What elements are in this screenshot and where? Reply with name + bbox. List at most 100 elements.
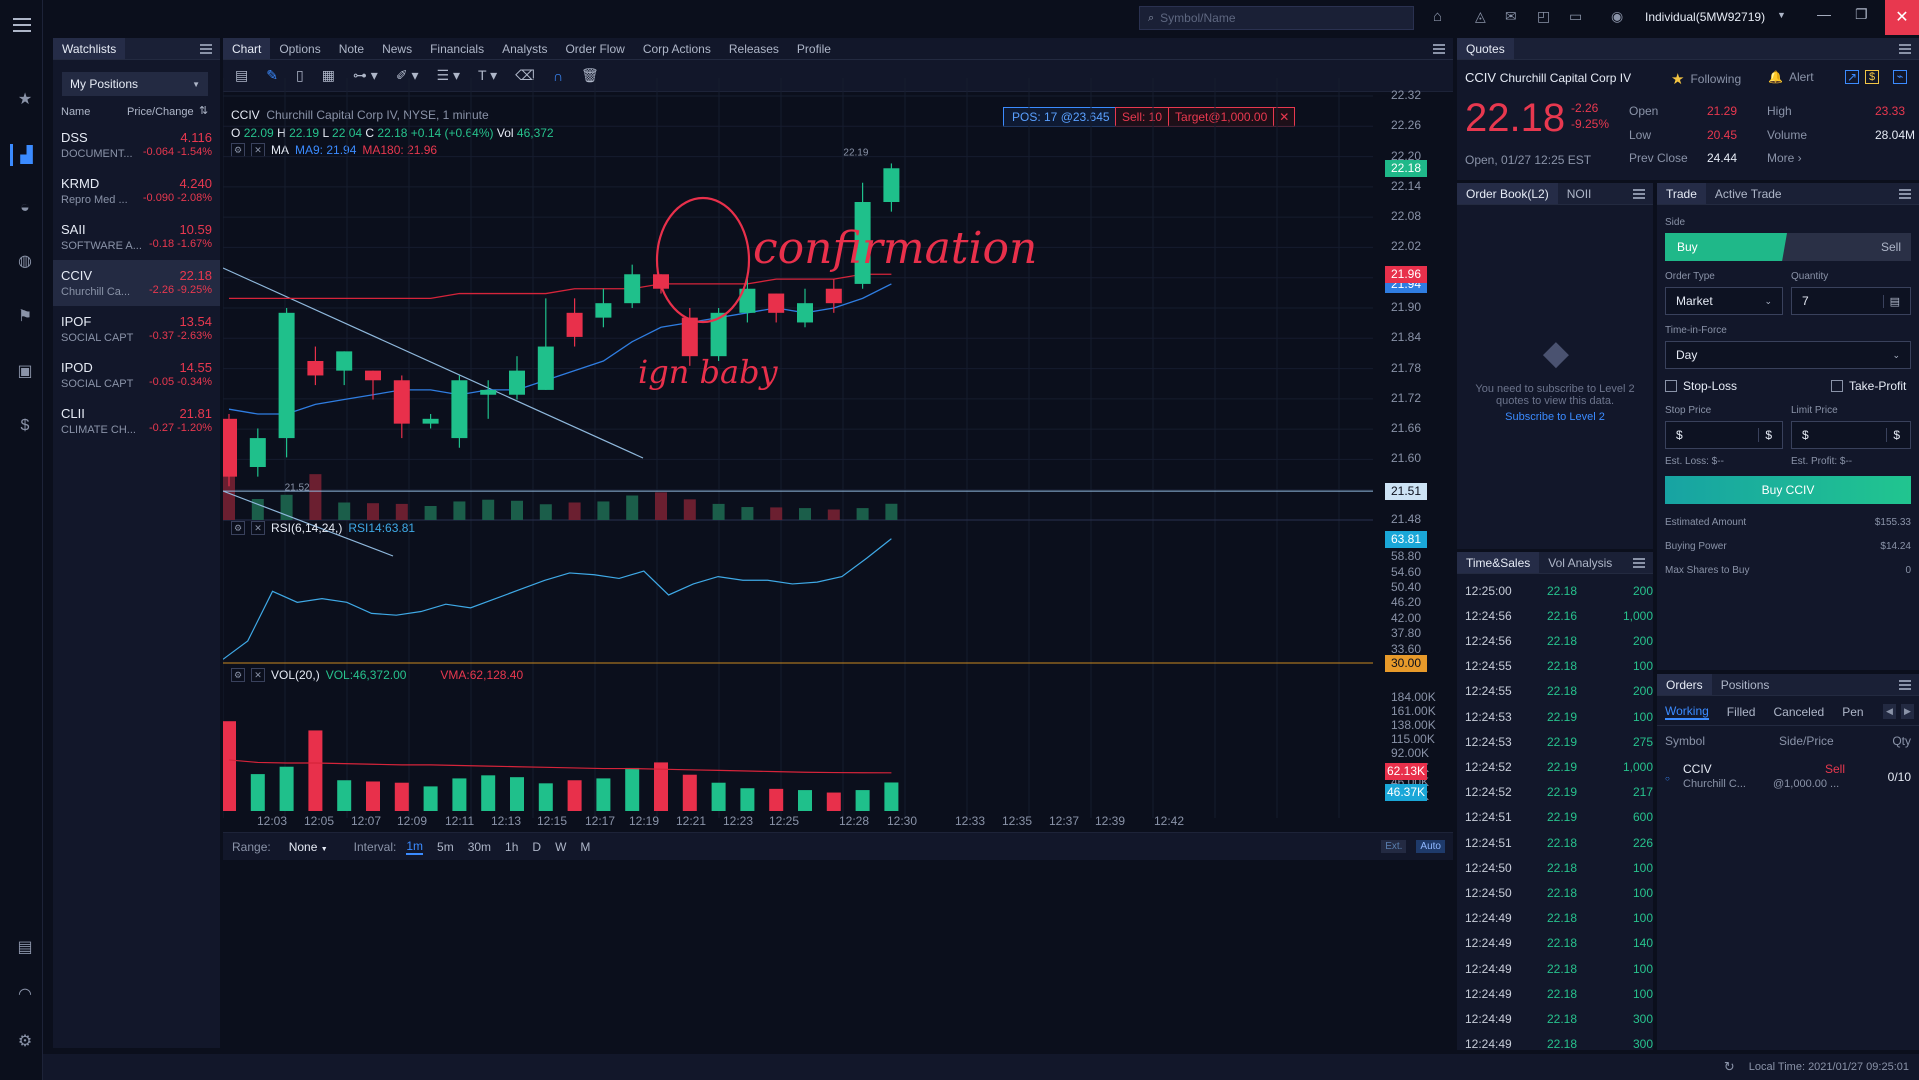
- tab-corp-actions[interactable]: Corp Actions: [642, 41, 711, 56]
- eraser-icon[interactable]: ⌫: [515, 67, 535, 83]
- subscribe-l2-link[interactable]: Subscribe to Level 2: [1505, 411, 1605, 423]
- orders-subtab-pen[interactable]: Pen: [1842, 705, 1864, 719]
- orders-subtab-canceled[interactable]: Canceled: [1773, 705, 1825, 719]
- interval-W[interactable]: W: [555, 839, 567, 854]
- col-price-change[interactable]: Price/Change: [127, 106, 194, 118]
- trade-tab[interactable]: Trade: [1657, 183, 1706, 204]
- tab-chart[interactable]: Chart: [223, 38, 271, 59]
- card-icon[interactable]: ▭: [1569, 8, 1583, 24]
- alert-button[interactable]: 🔔 Alert: [1768, 70, 1814, 84]
- trade-icon[interactable]: ↗: [1845, 70, 1859, 84]
- col-name[interactable]: Name: [61, 106, 91, 118]
- settings-gear-icon[interactable]: ⚙: [17, 1033, 33, 1050]
- trade-menu-icon[interactable]: [1899, 189, 1911, 199]
- ext-hours-button[interactable]: Ext.: [1381, 840, 1407, 853]
- active-trade-tab[interactable]: Active Trade: [1714, 186, 1782, 201]
- interval-5m[interactable]: 5m: [437, 839, 454, 854]
- rsi-remove-icon[interactable]: ✕: [251, 521, 265, 535]
- orders-menu-icon[interactable]: [1899, 680, 1911, 690]
- paper-trading-icon[interactable]: ⚑: [17, 308, 33, 325]
- magnet-icon[interactable]: ∩: [552, 67, 564, 84]
- wallet-icon[interactable]: ▣: [17, 363, 33, 380]
- tab-analysts[interactable]: Analysts: [502, 41, 548, 56]
- order-row[interactable]: ○ CCIV Churchill C... Sell @1,000.00 ...…: [1657, 760, 1919, 800]
- noii-tab[interactable]: NOII: [1566, 186, 1592, 201]
- watchlist-menu-icon[interactable]: [200, 44, 212, 54]
- dollar-badge-icon[interactable]: $: [1865, 70, 1879, 84]
- orders-subtab-filled[interactable]: Filled: [1726, 705, 1756, 719]
- orders-tab[interactable]: Orders: [1657, 674, 1712, 695]
- more-link[interactable]: More ›: [1767, 151, 1802, 165]
- learn-book-icon[interactable]: ▤: [17, 939, 33, 956]
- quotes-tab[interactable]: Quotes: [1457, 38, 1514, 59]
- watchlist-item[interactable]: IPOF SOCIAL CAPT 13.54 -0.37 -2.63%: [53, 306, 220, 352]
- tif-select[interactable]: Day ⌄: [1665, 341, 1911, 369]
- chart-menu-icon[interactable]: [1433, 44, 1445, 54]
- vol-settings-icon[interactable]: ⚙: [231, 668, 245, 682]
- prev-tab-icon[interactable]: ◀: [1883, 704, 1896, 719]
- buy-side-button[interactable]: Buy: [1665, 233, 1787, 261]
- text-tool-icon[interactable]: T ▾: [477, 67, 498, 83]
- watchlist-star-icon[interactable]: ★: [17, 91, 33, 108]
- fib-lines-icon[interactable]: ☰ ▾: [436, 67, 460, 83]
- interval-1h[interactable]: 1h: [505, 839, 519, 854]
- chevron-down-icon[interactable]: ▼: [1777, 10, 1786, 20]
- takeprofit-checkbox[interactable]: Take-Profit: [1831, 379, 1906, 393]
- layout-grid-icon[interactable]: ▦: [321, 67, 335, 83]
- vol-remove-icon[interactable]: ✕: [251, 668, 265, 682]
- time-axis[interactable]: 12:03 12:05 12:07 12:09 12:11 12:13 12:15 12:17…: [223, 814, 1383, 832]
- stop-price-input[interactable]: $ $: [1665, 421, 1783, 449]
- candlestick-chart[interactable]: 22.19 21.52 confirmation ign baby: [223, 78, 1373, 878]
- side-toggle[interactable]: Buy Sell: [1665, 233, 1911, 261]
- tab-options[interactable]: Options: [279, 41, 321, 56]
- sort-icon[interactable]: ⇅: [199, 105, 209, 117]
- account-dollar-icon[interactable]: $: [20, 417, 30, 434]
- draw-pencil-icon[interactable]: ✎: [266, 67, 278, 83]
- interval-D[interactable]: D: [532, 839, 542, 854]
- orderbook-tab[interactable]: Order Book(L2): [1457, 183, 1558, 204]
- positions-tab[interactable]: Positions: [1720, 677, 1770, 692]
- notification-bell-icon[interactable]: ◬: [1475, 8, 1486, 24]
- range-selector[interactable]: None ▼: [289, 840, 328, 854]
- sell-side-button[interactable]: Sell: [1880, 240, 1901, 254]
- chart-icon[interactable]: ▟: [10, 144, 40, 166]
- minimize-icon[interactable]: —: [1817, 6, 1831, 22]
- interval-30m[interactable]: 30m: [467, 839, 492, 854]
- watchlist-item[interactable]: CCIV Churchill Ca... 22.18 -2.26 -9.25%: [53, 260, 220, 306]
- calculator-icon[interactable]: ▤: [1882, 294, 1900, 308]
- tab-profile[interactable]: Profile: [796, 41, 831, 56]
- watchlist-item[interactable]: SAII SOFTWARE A... 10.59 -0.18 -1.67%: [53, 214, 220, 260]
- book-icon[interactable]: ▯: [295, 67, 304, 83]
- watchlist-item[interactable]: IPOD SOCIAL CAPT 14.55 -0.05 -0.34%: [53, 352, 220, 398]
- buy-submit-button[interactable]: Buy CCIV: [1665, 476, 1911, 504]
- pen-tool-icon[interactable]: ✐ ▾: [395, 67, 419, 83]
- support-headset-icon[interactable]: ◠: [18, 986, 32, 1003]
- watchlist-item[interactable]: DSS DOCUMENT... 4.116 -0.064 -1.54%: [53, 122, 220, 168]
- restore-icon[interactable]: ❐: [1855, 6, 1868, 22]
- stoploss-checkbox[interactable]: Stop-Loss: [1665, 379, 1737, 393]
- interval-1m[interactable]: 1m: [406, 838, 424, 855]
- quantity-input[interactable]: 7 ▤: [1791, 287, 1911, 315]
- box-icon[interactable]: ◰: [1537, 8, 1551, 24]
- account-selector[interactable]: Individual(5MW92719): [1645, 10, 1766, 24]
- tab-releases[interactable]: Releases: [728, 41, 779, 56]
- timesales-menu-icon[interactable]: [1633, 558, 1645, 568]
- cancel-order-icon[interactable]: ✕: [1273, 108, 1294, 126]
- tab-financials[interactable]: Financials: [430, 41, 485, 56]
- watchlist-selector[interactable]: My Positions ▼: [62, 72, 208, 96]
- home-icon[interactable]: ⌂: [1433, 8, 1443, 25]
- orderbook-menu-icon[interactable]: [1633, 189, 1645, 199]
- refresh-icon[interactable]: ↻: [1723, 1059, 1735, 1074]
- market-icon[interactable]: ◒: [20, 199, 30, 216]
- timesales-tab[interactable]: Time&Sales: [1457, 552, 1540, 573]
- search-box[interactable]: ⌕ Symbol/Name: [1139, 6, 1414, 30]
- screener-icon[interactable]: ◍: [18, 253, 32, 270]
- chart-type-icon[interactable]: ▤: [235, 67, 249, 83]
- trash-icon[interactable]: 🗑: [581, 67, 599, 83]
- quotes-menu-icon[interactable]: [1899, 44, 1911, 54]
- next-tab-icon[interactable]: ▶: [1901, 704, 1914, 719]
- account-icon[interactable]: ◉: [1611, 8, 1624, 24]
- currency-toggle[interactable]: $: [1886, 428, 1900, 442]
- tab-note[interactable]: Note: [338, 41, 365, 56]
- trendline-icon[interactable]: ⊶ ▾: [352, 67, 378, 83]
